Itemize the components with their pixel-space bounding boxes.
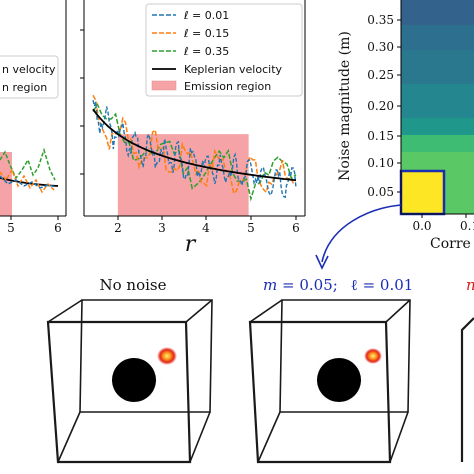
box1-hotspot xyxy=(157,347,177,365)
box2-black-hole xyxy=(317,358,361,402)
legend-box xyxy=(145,3,303,97)
render-box-noise xyxy=(248,299,411,464)
legend-label-blue: ℓ = 0.01 xyxy=(183,9,229,22)
legend-label-orange: ℓ = 0.15 xyxy=(183,27,229,40)
legend-label-emission: Emission region xyxy=(184,80,271,93)
heatmap-cell-m005-next xyxy=(444,170,474,214)
left-panel: n velocity n region 5 6 xyxy=(0,0,67,235)
left-legend-region: n region xyxy=(2,81,47,94)
heatmap-xtick-label-00: 0.0 xyxy=(412,219,431,233)
left-series-orange xyxy=(0,168,55,194)
caption-ell-symbol: ℓ xyxy=(351,276,358,294)
render-box-no-noise xyxy=(46,299,213,464)
heatmap-cell-m025 xyxy=(401,50,474,84)
heatmap-cell-m005 xyxy=(401,170,444,214)
x-axis-label: r xyxy=(185,232,197,257)
heatmap-ytick-label-020: 0.20 xyxy=(367,99,394,113)
xtick-label-3: 3 xyxy=(158,221,166,235)
caption-noise-params: m = 0.05; ℓ = 0.01 xyxy=(263,276,413,294)
heatmap-ytick-label-035: 0.35 xyxy=(367,13,394,27)
xtick-label-4: 4 xyxy=(202,221,210,235)
keplerian-curve xyxy=(92,108,297,182)
series-blue-line xyxy=(92,100,297,199)
xtick-label-2: 2 xyxy=(114,221,122,235)
heatmap-cell-m015b xyxy=(401,135,474,152)
middle-panel: 2 3 4 5 6 r ℓ = 0.01 ℓ = 0.15 ℓ = 0.35 K… xyxy=(80,0,306,257)
caption-no-noise: No noise xyxy=(100,276,167,294)
left-legend-box xyxy=(0,55,59,99)
legend-label-green: ℓ = 0.35 xyxy=(183,45,229,58)
box1-edges xyxy=(47,299,213,463)
series-orange-line xyxy=(92,94,297,195)
heatmap-cell-m015 xyxy=(401,118,474,135)
left-xtick-label-5: 5 xyxy=(7,221,15,235)
caption-m-symbol: m xyxy=(263,276,277,294)
heatmap-cell-m010 xyxy=(401,152,474,170)
left-series-green xyxy=(0,147,56,181)
heatmap-xtick-label-01: 0.1 xyxy=(460,219,474,233)
box3-cropped-edge xyxy=(460,317,474,462)
heatmap-ylabel: Noise magnitude (m) xyxy=(337,31,353,181)
caption-cropped: n xyxy=(466,276,474,294)
series-green-line xyxy=(92,102,297,202)
box1-black-hole xyxy=(112,358,156,402)
heatmap-cell-m020 xyxy=(401,84,474,118)
heatmap-ytick-label-025: 0.25 xyxy=(367,68,394,82)
heatmap-ytick-label-030: 0.30 xyxy=(367,40,394,54)
heatmap-cell-m035 xyxy=(401,0,474,25)
left-emission-region xyxy=(0,152,12,216)
heatmap-xlabel: Corre xyxy=(430,236,471,252)
xtick-label-5: 5 xyxy=(247,221,255,235)
highlight-arrow xyxy=(321,204,402,263)
highlight-arrow-head xyxy=(315,254,329,270)
caption-m-value: = 0.05; xyxy=(282,276,338,294)
xtick-label-6: 6 xyxy=(292,221,300,235)
legend-swatch-emission xyxy=(151,80,177,91)
left-series-blue xyxy=(0,175,57,189)
heatmap-cell-m030 xyxy=(401,25,474,50)
heatmap-ytick-label-010: 0.10 xyxy=(367,156,394,170)
box2-edges xyxy=(249,299,411,463)
legend-label-keplerian: Keplerian velocity xyxy=(184,63,283,76)
left-legend-velocity: n velocity xyxy=(2,63,56,76)
left-xtick-label-6: 6 xyxy=(54,221,62,235)
heatmap-ytick-label-005: 0.05 xyxy=(367,185,394,199)
box2-hotspot xyxy=(364,348,382,364)
caption-ell-value: = 0.01 xyxy=(363,276,414,294)
heatmap-ytick-label-015: 0.15 xyxy=(367,129,394,143)
heatmap-panel: 0.35 0.30 0.25 0.20 0.15 0.10 0.05 0.0 0… xyxy=(315,0,474,270)
